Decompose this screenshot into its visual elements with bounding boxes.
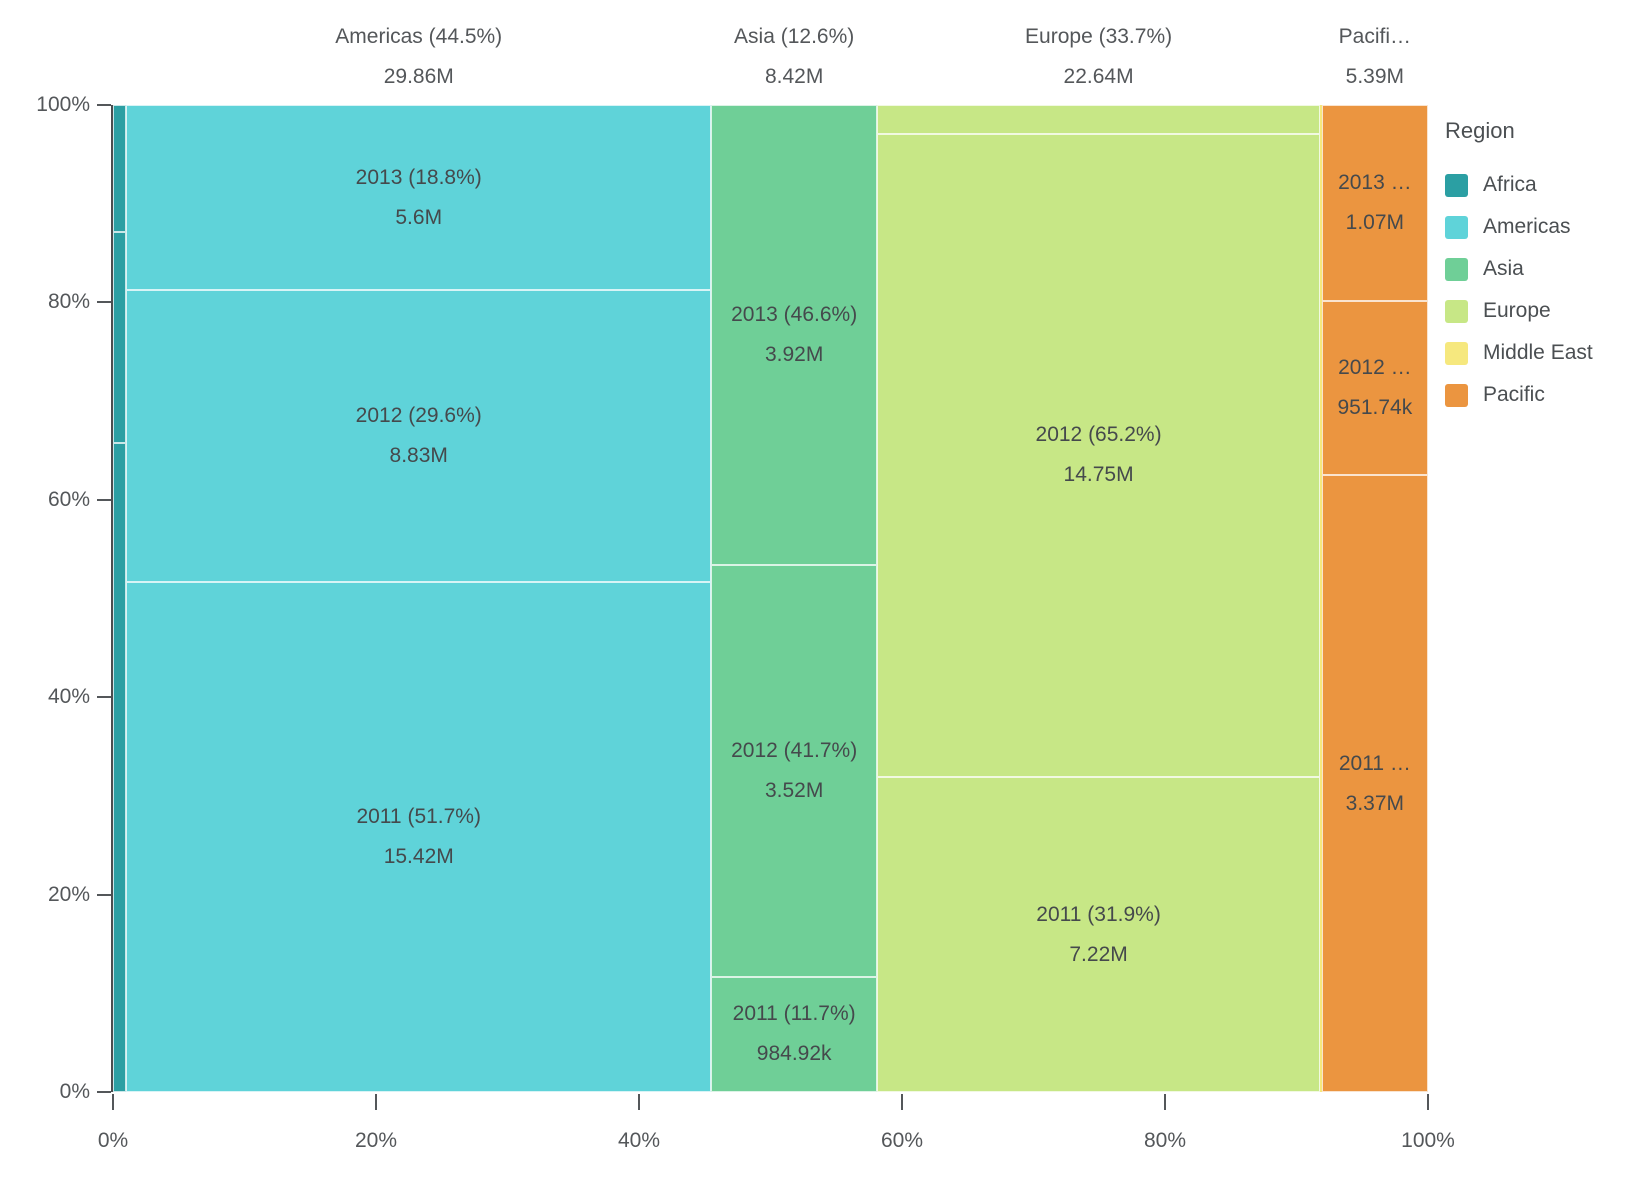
column-header-pacific: Pacifi… 5.39M [1339,17,1411,97]
segment-pacific-2012[interactable]: 2012 … 951.74k [1321,300,1428,476]
y-axis-tick-label: 80% [47,290,90,314]
column-header-total: 5.39M [1345,65,1405,88]
y-axis-tick-label: 100% [36,93,90,116]
y-axis-line [111,105,113,1092]
segment-europe-2012[interactable]: 2012 (65.2%) 14.75M [877,133,1321,778]
segment-label: 2013 … [1338,170,1412,194]
segment-africa-2013[interactable] [113,105,127,233]
segment-value: 984.92k [756,1042,832,1066]
segment-asia-2012[interactable]: 2012 (41.7%) 3.52M [711,564,877,977]
segment-asia-2013[interactable]: 2013 (46.6%) 3.92M [711,105,877,565]
segment-value: 1.07M [1345,210,1405,234]
legend-item-label: Europe [1483,299,1551,322]
legend-items: Africa Americas Asia Europe Middle East Pacif… [1445,164,1593,416]
x-axis-tick [375,1094,377,1110]
segment-europe-2013[interactable] [877,105,1321,134]
legend-item-label: Middle East [1483,341,1593,364]
legend-item-asia[interactable]: Asia [1445,248,1593,290]
column-header-total: 8.42M [764,65,824,88]
legend-title: Region [1445,118,1515,143]
column-header-americas: Americas (44.5%) 29.86M [335,17,502,97]
segment-americas-2012[interactable]: 2012 (29.6%) 8.83M [126,290,712,583]
column-header-asia: Asia (12.6%) 8.42M [734,17,854,97]
legend-item-label: Pacific [1483,383,1545,406]
segment-label: 2011 … [1338,751,1411,775]
legend-swatch [1445,257,1468,281]
segment-europe-2011[interactable]: 2011 (31.9%) 7.22M [877,777,1321,1092]
x-axis-tick [1164,1094,1166,1110]
segment-value: 14.75M [1063,463,1134,487]
x-axis-tick-label: 40% [617,1129,661,1152]
segment-middle-east-all[interactable] [1320,105,1322,1092]
segment-label: 2012 (29.6%) [355,404,482,428]
segment-africa-2012[interactable] [113,232,127,443]
legend-item-label: Africa [1483,173,1537,196]
y-axis-tick-label: 0% [59,1080,90,1103]
segment-label: 2012 (65.2%) [1035,423,1162,447]
legend-swatch [1445,299,1468,323]
column-header-total: 22.64M [1063,65,1134,88]
segment-label: 2012 (41.7%) [731,738,858,762]
column-header-total: 29.86M [383,65,454,88]
legend-item-label: Asia [1483,257,1524,280]
segment-value: 951.74k [1337,395,1413,419]
x-axis-tick-label: 60% [880,1129,924,1152]
legend-swatch [1445,215,1468,239]
y-axis-tick [97,1091,111,1093]
segment-value: 5.6M [395,205,443,229]
segment-value: 7.22M [1069,942,1128,966]
y-axis-tick [97,893,111,896]
legend-item-label: Americas [1483,215,1571,238]
x-axis-tick [112,1094,114,1110]
segment-label: 2011 (31.9%) [1036,902,1161,926]
segment-africa-2011[interactable] [113,442,127,1092]
legend-item-africa[interactable]: Africa [1445,164,1593,206]
x-axis-tick [1427,1094,1429,1110]
y-axis-tick [97,498,111,501]
segment-label: 2012 … [1338,355,1412,379]
legend-swatch [1445,173,1468,197]
segment-americas-2011[interactable]: 2011 (51.7%) 15.42M [126,582,712,1092]
segment-value: 8.83M [389,444,448,468]
legend-swatch [1445,341,1468,365]
segment-label: 2011 (11.7%) [732,1002,856,1026]
segment-label: 2013 (18.8%) [355,165,482,189]
column-header-label: Pacifi… [1338,25,1412,48]
column-header-label: Europe (33.7%) [1025,25,1173,48]
y-axis-tick-label: 60% [47,487,90,511]
segment-value: 3.37M [1345,791,1405,815]
y-axis-tick [97,301,111,304]
x-axis-tick-label: 20% [354,1129,398,1152]
segment-americas-2013[interactable]: 2013 (18.8%) 5.6M [126,105,712,291]
x-axis-tick-label: 80% [1143,1129,1187,1152]
x-axis-tick [901,1094,903,1110]
legend-item-europe[interactable]: Europe [1445,290,1593,332]
segment-label: 2013 (46.6%) [731,302,858,326]
x-axis-tick-label: 100% [1401,1129,1455,1152]
column-header-label: Asia (12.6%) [734,25,855,48]
column-header-label: Americas (44.5%) [335,25,503,48]
legend-item-middle-east[interactable]: Middle East [1445,332,1593,374]
legend-item-pacific[interactable]: Pacific [1445,374,1593,416]
segment-label: 2011 (51.7%) [356,805,481,829]
segment-value: 3.52M [764,778,824,802]
segment-value: 15.42M [383,845,454,869]
legend-item-americas[interactable]: Americas [1445,206,1593,248]
x-axis-tick-label: 0% [97,1129,129,1152]
segment-pacific-2013[interactable]: 2013 … 1.07M [1321,105,1428,301]
legend-swatch [1445,383,1468,407]
y-axis-tick-label: 40% [47,685,90,709]
legend: Region Africa Americas Asia Europe Middle Ea… [1445,118,1593,416]
segment-value: 3.92M [764,342,824,366]
y-axis-tick-label: 20% [47,882,90,906]
y-axis-tick [97,104,111,106]
segment-pacific-2011[interactable]: 2011 … 3.37M [1321,475,1428,1092]
segment-asia-2011[interactable]: 2011 (11.7%) 984.92k [711,976,877,1092]
x-axis-tick [638,1094,640,1110]
column-header-europe: Europe (33.7%) 22.64M [1025,17,1172,97]
y-axis-tick [97,696,111,699]
